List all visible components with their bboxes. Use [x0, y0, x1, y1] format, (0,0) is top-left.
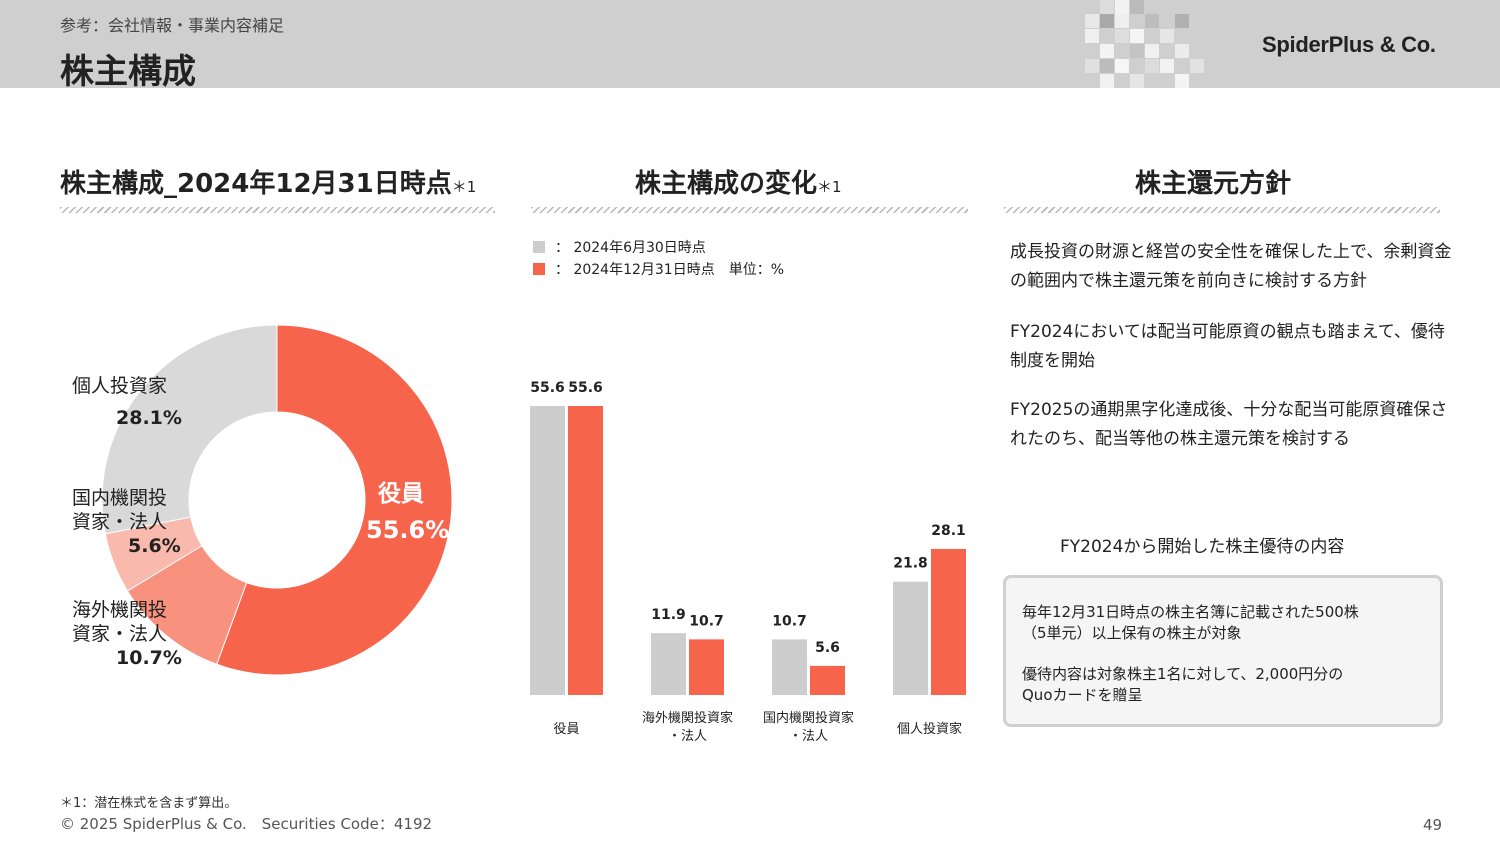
perk-title: FY2024から開始した株主優待の内容	[1060, 537, 1345, 557]
section-title-change-text: 株主構成の変化	[635, 169, 818, 199]
perk-line-3: 優待内容は対象株主1名に対して、2,000円分の	[1022, 665, 1344, 683]
perk-line-1: 毎年12月31日時点の株主名簿に記載された500株	[1022, 603, 1359, 621]
legend-item-jun: ： 2024年6月30日時点	[533, 237, 706, 257]
bar-individual-jun	[893, 581, 928, 695]
bar-value-individual-jun: 21.8	[893, 556, 928, 572]
bar-value-domestic-jun: 10.7	[772, 613, 807, 629]
pie-label-individual-pct: 28.1%	[116, 407, 182, 429]
legend-item-dec: ： 2024年12月31日時点 単位：%	[533, 259, 784, 279]
legend-label-dec: ： 2024年12月31日時点 単位：%	[555, 262, 785, 278]
footnote: ＊1：潜在株式を含まず算出。	[60, 796, 238, 811]
breadcrumb: 参考：会社情報・事業内容補足	[60, 16, 285, 35]
section-title-policy: 株主還元方針	[1135, 169, 1292, 199]
bar-category-label-domestic: ・法人	[789, 729, 828, 744]
bar-value-officers-jun: 55.6	[530, 380, 565, 396]
legend-swatch-red	[533, 263, 545, 275]
bar-officers-dec	[568, 406, 603, 695]
perk-box: 毎年12月31日時点の株主名簿に記載された500株 （5単元）以上保有の株主が対…	[1003, 575, 1443, 727]
pie-label-domestic-name-1: 国内機関投	[72, 487, 168, 509]
pie-slice-individual	[101, 324, 278, 535]
perk-line-4: Quoカードを贈呈	[1022, 686, 1143, 704]
perk-line-2: （5単元）以上保有の株主が対象	[1022, 624, 1242, 642]
page-number: 49	[1423, 816, 1443, 834]
divider	[531, 207, 968, 213]
pie-slice-officers	[216, 324, 453, 676]
policy-paragraph-3: FY2025の通期黒字化達成後、十分な配当可能原資確保されたのち、配当等他の株主…	[1010, 400, 1448, 449]
mosaic-decoration	[1085, 0, 1204, 88]
policy-paragraph-2: FY2024においては配当可能原資の観点も踏まえて、優待制度を開始	[1010, 322, 1445, 371]
copyright: © 2025 SpiderPlus & Co. Securities Code：…	[60, 815, 433, 833]
bar-officers-jun	[530, 406, 565, 695]
section-note: ＊1	[817, 178, 842, 196]
section-title-composition: 株主構成_2024年12月31日時点＊1	[60, 163, 476, 200]
section-title-change: 株主構成の変化＊1	[635, 163, 842, 200]
bar-domestic-dec	[810, 665, 845, 695]
bar-value-overseas-dec: 10.7	[689, 613, 724, 629]
divider	[60, 207, 495, 213]
policy-paragraph-1: 成長投資の財源と経営の安全性を確保した上で、余剰資金の範囲内で株主還元策を前向き…	[1010, 242, 1452, 291]
pie-label-officers-pct: 55.6%	[366, 516, 450, 544]
bar-category-label-domestic: 国内機関投資家	[763, 710, 854, 726]
bar-value-overseas-jun: 11.9	[651, 607, 686, 623]
bar-value-domestic-dec: 5.6	[815, 640, 840, 656]
section-note: ＊1	[451, 178, 477, 196]
pie-label-overseas-name-2: 資家・法人	[72, 623, 168, 645]
bar-individual-dec	[931, 548, 966, 695]
legend-label-jun: ： 2024年6月30日時点	[555, 240, 706, 256]
pie-label-domestic-name-2: 資家・法人	[72, 511, 168, 533]
bar-category-label-overseas: 海外機関投資家	[642, 710, 733, 726]
header-bar: 参考：会社情報・事業内容補足 株主構成	[0, 0, 1500, 92]
bar-category-label-officers: 役員	[553, 722, 579, 737]
divider	[1004, 207, 1440, 213]
pie-label-overseas-name-1: 海外機関投	[72, 599, 168, 621]
pie-label-overseas-pct: 10.7%	[116, 647, 182, 669]
bar-category-label-individual: 個人投資家	[897, 721, 962, 737]
pie-label-officers-name: 役員	[378, 481, 424, 507]
company-logo: SpiderPlus & Co.	[1262, 32, 1436, 57]
bar-overseas-jun	[651, 633, 686, 695]
pie-label-individual-name: 個人投資家	[72, 375, 168, 397]
pie-label-domestic-pct: 5.6%	[128, 535, 181, 557]
bar-category-label-overseas: ・法人	[668, 729, 707, 744]
legend-swatch-gray	[533, 241, 545, 253]
bar-domestic-jun	[772, 639, 807, 695]
bar-value-individual-dec: 28.1	[931, 523, 966, 539]
section-title-composition-text: 株主構成_2024年12月31日時点	[60, 169, 452, 199]
bar-value-officers-dec: 55.6	[568, 380, 603, 396]
page-title: 株主構成	[60, 52, 196, 92]
bar-overseas-dec	[689, 639, 724, 695]
